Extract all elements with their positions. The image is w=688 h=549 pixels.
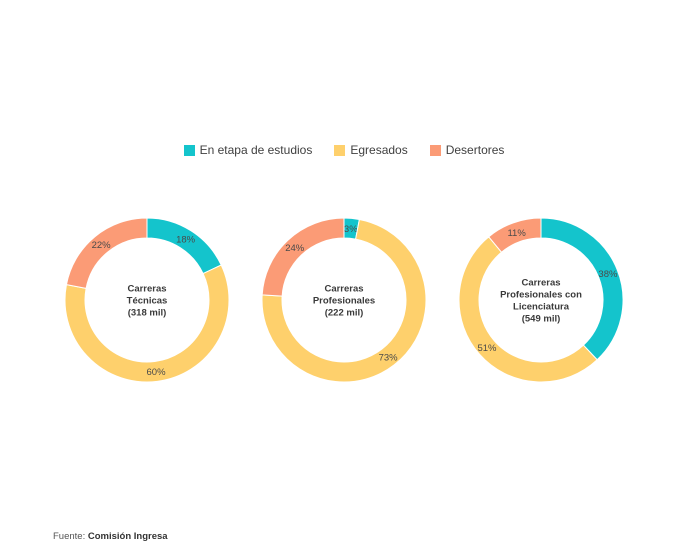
- donut-2-slice-3-label: 24%: [285, 243, 305, 254]
- donut-1-center-line-2: Técnicas: [127, 296, 168, 307]
- source-name: Comisión Ingresa: [87, 531, 168, 542]
- donut-2-slice-1-label: 3%: [344, 224, 358, 235]
- donut-3-center-line-1: Carreras: [521, 278, 560, 289]
- chart-legend: En etapa de estudios Egresados Desertore…: [0, 143, 688, 157]
- legend-label-en-etapa: En etapa de estudios: [199, 143, 313, 157]
- legend-item-desertores: Desertores: [429, 143, 505, 157]
- donut-1-slice-1: [146, 217, 222, 275]
- donut-3-slice-3-label: 11%: [507, 228, 526, 239]
- legend-item-egresados: Egresados: [334, 143, 408, 157]
- legend-swatch-egresados: [334, 144, 346, 156]
- legend-swatch-en-etapa: [183, 144, 195, 156]
- donut-2-center-line-2: Profesionales: [313, 296, 375, 307]
- donut-1-center-line-3: (318 mil): [128, 308, 167, 319]
- donut-2-center-line-1: Carreras: [324, 284, 363, 295]
- donut-3-center-line-2: Profesionales con: [500, 290, 582, 301]
- source-prefix: Fuente:: [53, 531, 86, 542]
- donut-1-slice-2: [64, 264, 230, 383]
- legend-item-en-etapa: En etapa de estudios: [183, 143, 313, 157]
- donut-1-slice-1-label: 18%: [176, 235, 196, 246]
- donut-2-slice-2: [261, 218, 427, 383]
- donut-3-slice-2-label: 51%: [477, 343, 497, 354]
- donut-2-slice-3: [261, 217, 345, 297]
- donut-3-center-line-3: Licenciatura: [513, 302, 570, 313]
- donut-1-center-line-1: Carreras: [127, 284, 166, 295]
- donut-3-slice-3: [488, 217, 542, 253]
- legend-swatch-desertores: [429, 144, 441, 156]
- legend-label-desertores: Desertores: [445, 143, 505, 157]
- donut-1-slice-2-label: 60%: [147, 367, 167, 378]
- donut-1-slice-3: [65, 217, 148, 289]
- donut-1-slice-3-label: 22%: [92, 240, 112, 251]
- donut-2-slice-2-label: 73%: [379, 352, 399, 363]
- donut-2-center-line-3: (222 mil): [325, 308, 364, 319]
- donut-3-slice-1-label: 38%: [598, 269, 618, 280]
- donut-3-center-line-4: (549 mil): [522, 314, 561, 325]
- legend-label-egresados: Egresados: [350, 143, 408, 157]
- source-note: Fuente: Comisión Ingresa: [53, 531, 168, 542]
